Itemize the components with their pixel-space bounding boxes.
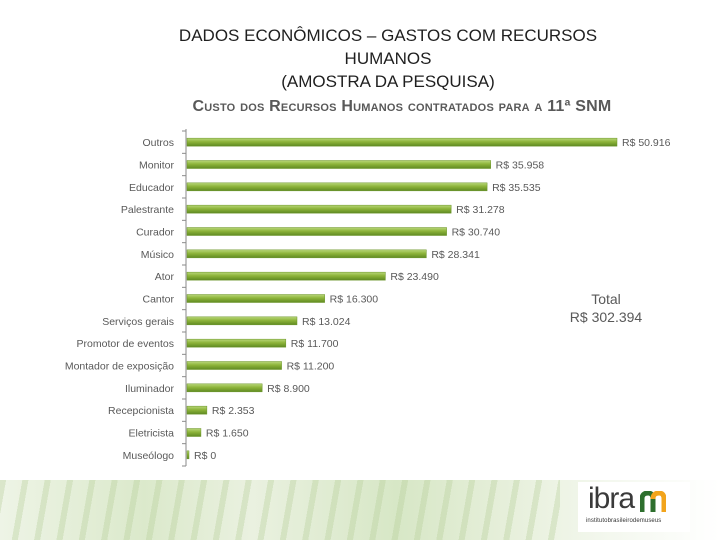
chart-title: Custo dos Recursos Humanos contratados p…	[192, 98, 612, 115]
category-label: Promotor de eventos	[77, 338, 174, 350]
slide-title-line1: DADOS ECONÔMICOS – GASTOS COM RECURSOS	[178, 26, 598, 45]
data-label: R$ 2.353	[212, 405, 255, 417]
category-label: Monitor	[139, 160, 175, 172]
data-label: R$ 16.300	[330, 294, 379, 306]
total-value: R$ 302.394	[569, 309, 643, 325]
total-label: Total	[591, 291, 621, 307]
bar	[186, 137, 618, 147]
category-label: Eletricista	[128, 428, 174, 440]
data-label: R$ 0	[194, 450, 216, 462]
data-label: R$ 30.740	[452, 227, 501, 239]
bar	[186, 227, 447, 236]
bar	[186, 182, 488, 192]
category-label: Músico	[141, 249, 174, 261]
slide-title: DADOS ECONÔMICOS – GASTOS COM RECURSOS H…	[0, 24, 720, 93]
data-label: R$ 28.341	[431, 249, 480, 261]
category-label: Iluminador	[125, 383, 175, 395]
data-label: R$ 11.700	[291, 338, 339, 350]
slide-title-line2: HUMANOS	[344, 49, 432, 68]
data-label: R$ 31.278	[456, 204, 505, 216]
logo-subtitle: institutobrasileirodemuseus	[586, 518, 662, 524]
logo-m-mark	[640, 491, 666, 512]
bar	[186, 383, 263, 393]
data-label: R$ 13.024	[302, 316, 351, 328]
data-label: R$ 1.650	[206, 428, 249, 440]
data-label: R$ 8.900	[267, 383, 310, 395]
bar	[186, 405, 208, 415]
data-label: R$ 50.916	[622, 137, 671, 149]
footer-stripes	[0, 480, 560, 540]
bar	[186, 338, 287, 348]
category-label: Educador	[129, 182, 174, 194]
bar	[186, 271, 386, 281]
category-label: Outros	[142, 137, 174, 149]
category-label: Ator	[155, 271, 175, 283]
data-label: R$ 11.200	[287, 361, 335, 373]
category-label: Palestrante	[121, 204, 174, 216]
bar	[186, 316, 298, 326]
slide-title-line3: (AMOSTRA DA PESQUISA)	[281, 72, 495, 91]
bar	[186, 450, 190, 460]
bar	[186, 361, 282, 370]
category-label: Museólogo	[123, 450, 175, 462]
data-label: R$ 35.535	[492, 182, 541, 194]
category-label: Curador	[136, 227, 174, 239]
ibram-logo: ibra institutobrasileirodemuseus	[578, 482, 690, 532]
category-label: Recepcionista	[108, 405, 174, 417]
logo-word: ibra	[588, 482, 635, 515]
category-label: Serviços gerais	[102, 316, 174, 328]
category-label: Cantor	[142, 294, 174, 306]
total-annotation: Total R$ 302.394	[560, 290, 652, 326]
data-label: R$ 23.490	[390, 271, 439, 283]
category-label: Montador de exposição	[65, 361, 174, 373]
bar	[186, 160, 491, 169]
data-label: R$ 35.958	[496, 160, 545, 172]
bar	[186, 294, 325, 303]
bar	[186, 204, 452, 214]
bar	[186, 428, 202, 437]
bar	[186, 249, 427, 259]
